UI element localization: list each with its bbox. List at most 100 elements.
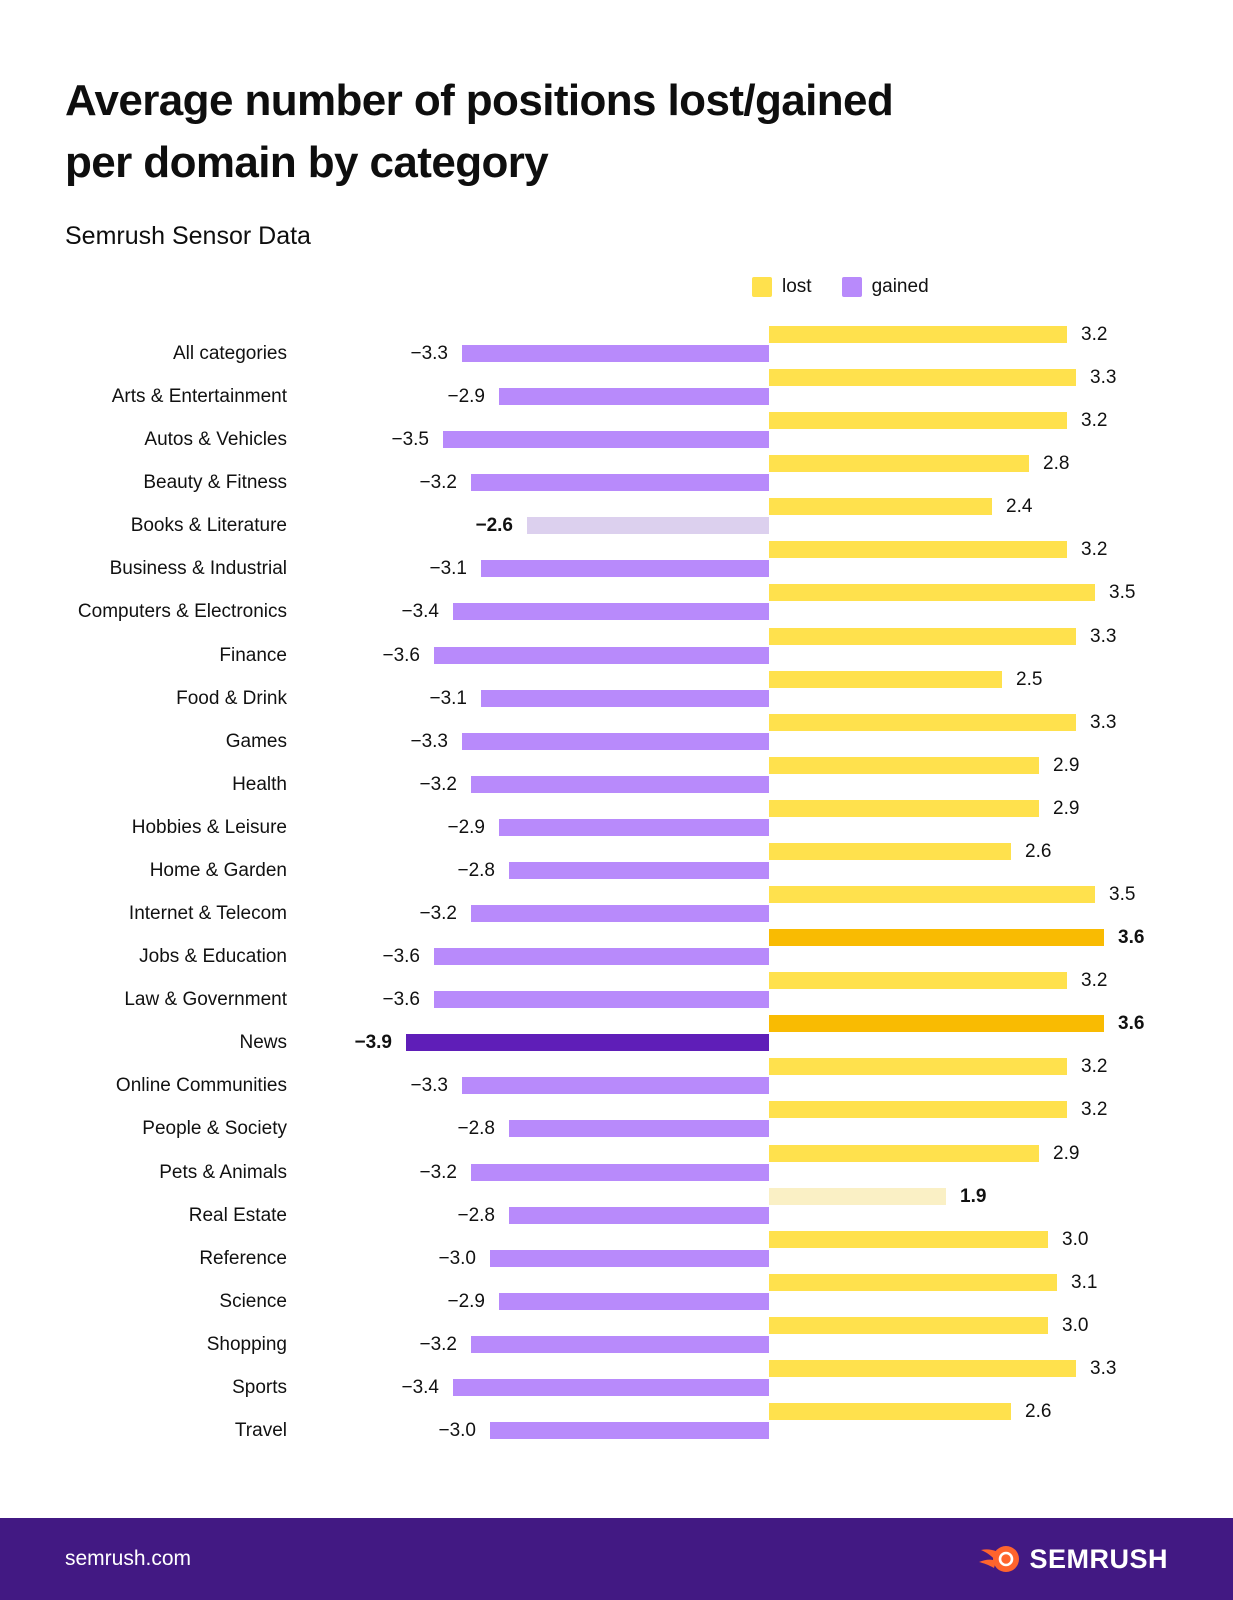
gained-bar — [434, 991, 769, 1008]
semrush-flame-icon — [979, 1546, 1020, 1572]
gained-value-label: −3.6 — [382, 645, 420, 666]
gained-value-label: −2.8 — [457, 1118, 495, 1139]
gained-bar — [471, 776, 769, 793]
category-label: Health — [232, 774, 287, 795]
lost-value-label: 3.0 — [1062, 1315, 1089, 1336]
lost-bar — [769, 1360, 1076, 1377]
gained-bar — [471, 1164, 769, 1181]
gained-value-label: −2.9 — [447, 817, 485, 838]
lost-value-label: 3.6 — [1118, 1013, 1145, 1034]
category-label: Real Estate — [188, 1205, 287, 1226]
gained-bar — [471, 1336, 769, 1353]
lost-bar — [769, 584, 1095, 601]
lost-bar — [769, 714, 1076, 731]
gained-value-label: −3.9 — [354, 1032, 392, 1053]
gained-value-label: −3.5 — [391, 429, 429, 450]
lost-bar — [769, 972, 1067, 989]
gained-value-label: −3.6 — [382, 946, 420, 967]
lost-value-label: 3.2 — [1081, 539, 1108, 560]
lost-value-label: 3.6 — [1118, 927, 1145, 948]
lost-value-label: 2.6 — [1025, 1401, 1052, 1422]
lost-value-label: 3.3 — [1090, 712, 1117, 733]
gained-value-label: −3.4 — [401, 1377, 439, 1398]
category-label: Food & Drink — [176, 688, 287, 709]
lost-bar — [769, 1188, 946, 1205]
category-label: Sports — [232, 1377, 287, 1398]
gained-bar — [481, 560, 769, 577]
gained-value-label: −2.9 — [447, 386, 485, 407]
lost-value-label: 2.9 — [1053, 798, 1080, 819]
lost-value-label: 3.5 — [1109, 582, 1136, 603]
gained-value-label: −2.6 — [475, 515, 513, 536]
footer-site-link[interactable]: semrush.com — [65, 1547, 192, 1570]
gained-value-label: −3.2 — [419, 472, 457, 493]
lost-bar — [769, 886, 1095, 903]
lost-bar — [769, 1317, 1048, 1334]
lost-value-label: 2.4 — [1006, 496, 1033, 517]
lost-bar — [769, 1101, 1067, 1118]
page-title: Average number of positions lost/gained … — [65, 70, 1065, 193]
gained-bar — [471, 474, 769, 491]
lost-value-label: 3.3 — [1090, 367, 1117, 388]
lost-bar — [769, 412, 1067, 429]
legend-item-lost: lost — [752, 276, 812, 298]
lost-value-label: 2.6 — [1025, 841, 1052, 862]
gained-value-label: −2.8 — [457, 1205, 495, 1226]
category-label: Home & Garden — [149, 860, 287, 881]
lost-bar — [769, 757, 1039, 774]
gained-value-label: −3.1 — [429, 558, 467, 579]
semrush-logo: SEMRUSH — [979, 1541, 1168, 1577]
category-label: Beauty & Fitness — [143, 472, 287, 493]
lost-value-label: 3.2 — [1081, 1056, 1108, 1077]
gained-value-label: −2.9 — [447, 1291, 485, 1312]
lost-value-label: 2.9 — [1053, 755, 1080, 776]
footer-bar: semrush.com SEMRUSH — [0, 1518, 1233, 1600]
lost-bar — [769, 1145, 1039, 1162]
gained-value-label: −3.2 — [419, 774, 457, 795]
lost-bar — [769, 843, 1011, 860]
gained-bar — [527, 517, 769, 534]
gained-bar — [490, 1422, 769, 1439]
lost-value-label: 3.0 — [1062, 1229, 1089, 1250]
lost-bar — [769, 1403, 1011, 1420]
category-label: Books & Literature — [130, 515, 287, 536]
legend-gained-label: gained — [871, 276, 929, 297]
lost-bar — [769, 1058, 1067, 1075]
category-label: Travel — [234, 1420, 287, 1441]
category-label: Autos & Vehicles — [144, 429, 287, 450]
lost-bar — [769, 369, 1076, 386]
brand-wordmark: SEMRUSH — [1029, 1543, 1168, 1574]
lost-value-label: 2.8 — [1043, 453, 1070, 474]
category-label: Pets & Animals — [159, 1162, 287, 1183]
lost-bar — [769, 800, 1039, 817]
gained-bar — [499, 388, 769, 405]
category-label: Computers & Electronics — [77, 601, 287, 622]
category-label: Law & Government — [124, 989, 287, 1010]
lost-bar — [769, 929, 1104, 946]
legend-item-gained: gained — [841, 276, 929, 298]
category-label: Internet & Telecom — [128, 903, 287, 924]
category-label: Hobbies & Leisure — [131, 817, 287, 838]
gained-value-label: −3.0 — [438, 1248, 476, 1269]
lost-bar — [769, 671, 1002, 688]
legend: lost gained — [752, 276, 929, 298]
page-title-line2: per domain by category — [65, 137, 549, 187]
gained-bar — [406, 1034, 769, 1051]
gained-bar — [462, 1077, 769, 1094]
category-label: Arts & Entertainment — [111, 386, 287, 407]
gained-bar — [462, 733, 769, 750]
category-label: People & Society — [142, 1118, 287, 1139]
gained-bar — [509, 1207, 769, 1224]
lost-value-label: 3.2 — [1081, 410, 1108, 431]
gained-bar — [471, 905, 769, 922]
lost-value-label: 1.9 — [960, 1186, 987, 1207]
category-label: Business & Industrial — [109, 558, 287, 579]
gained-value-label: −3.6 — [382, 989, 420, 1010]
gained-bar — [499, 819, 769, 836]
lost-value-label: 3.3 — [1090, 626, 1117, 647]
lost-bar — [769, 541, 1067, 558]
gained-bar — [453, 1379, 769, 1396]
gained-value-label: −3.2 — [419, 1334, 457, 1355]
gained-value-label: −3.2 — [419, 1162, 457, 1183]
gained-bar — [490, 1250, 769, 1267]
